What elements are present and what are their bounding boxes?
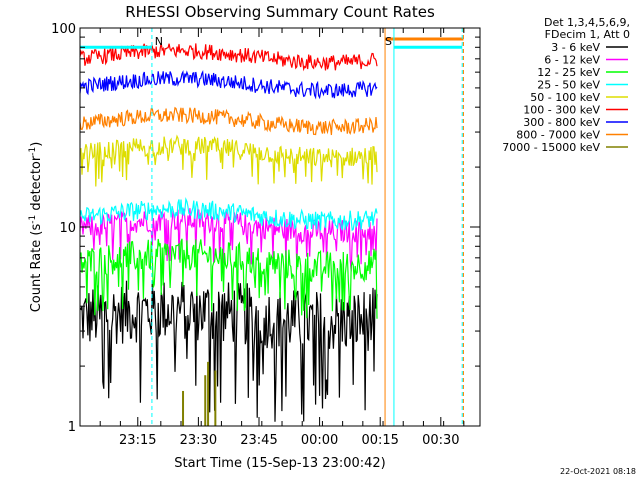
y-tick-label-2: 100 <box>51 22 76 37</box>
x-axis-label: Start Time (15-Sep-13 23:00:42) <box>174 456 385 471</box>
legend-label-0: 3 - 6 keV <box>551 41 600 54</box>
x-tick-label-5: 00:30 <box>422 433 459 448</box>
y-axis-label-mid: detector <box>29 155 44 215</box>
y-axis-label: Count Rate (s-1 detector-1) <box>28 142 44 313</box>
y-axis-ticks: 1 10 100 <box>51 22 480 435</box>
y-tick-label-0: 1 <box>68 420 76 435</box>
legend-label-2: 12 - 25 keV <box>537 66 600 79</box>
series-line-5 <box>79 43 378 72</box>
series-line-4 <box>79 134 378 187</box>
x-tick-label-4: 00:15 <box>361 433 398 448</box>
y-axis-label-sup-1: -1 <box>28 215 38 224</box>
legend-label-1: 6 - 12 keV <box>544 54 600 67</box>
legend-label-6: 300 - 800 keV <box>523 116 600 129</box>
chart-title: RHESSI Observing Summary Count Rates <box>125 3 435 21</box>
series-layer <box>79 43 378 422</box>
x-tick-label-2: 23:45 <box>240 433 277 448</box>
legend-label-4: 50 - 100 keV <box>530 91 600 104</box>
annotation-s: S <box>385 35 392 48</box>
legend-label-5: 100 - 300 keV <box>523 104 600 117</box>
y-axis-label-base: Count Rate (s <box>29 224 44 313</box>
series-line-3 <box>79 196 378 232</box>
legend-label-7: 800 - 7000 keV <box>516 129 600 142</box>
series-line-0 <box>79 280 378 422</box>
annotation-n: N <box>155 35 163 48</box>
legend-header-2: FDecim 1, Att 0 <box>545 28 630 41</box>
x-axis-ticks: 23:15 23:30 23:45 00:00 00:15 00:30 <box>79 28 465 448</box>
y-axis-label-sup-2: -1 <box>28 147 38 156</box>
x-tick-label-1: 23:30 <box>180 433 217 448</box>
legend-label-3: 25 - 50 keV <box>537 79 600 92</box>
legend-header-1: Det 1,3,4,5,6,9, <box>544 16 630 29</box>
series-line-6 <box>79 69 378 100</box>
footer-date: 22-Oct-2021 08:18 <box>560 467 636 476</box>
x-tick-label-3: 00:00 <box>301 433 338 448</box>
series-line-2 <box>79 238 378 319</box>
x-tick-label-0: 23:15 <box>119 433 156 448</box>
y-axis-label-end: ) <box>29 142 44 147</box>
legend-label-8: 7000 - 15000 keV <box>502 141 600 154</box>
series-line-7 <box>79 106 378 136</box>
y-tick-label-1: 10 <box>59 221 76 236</box>
